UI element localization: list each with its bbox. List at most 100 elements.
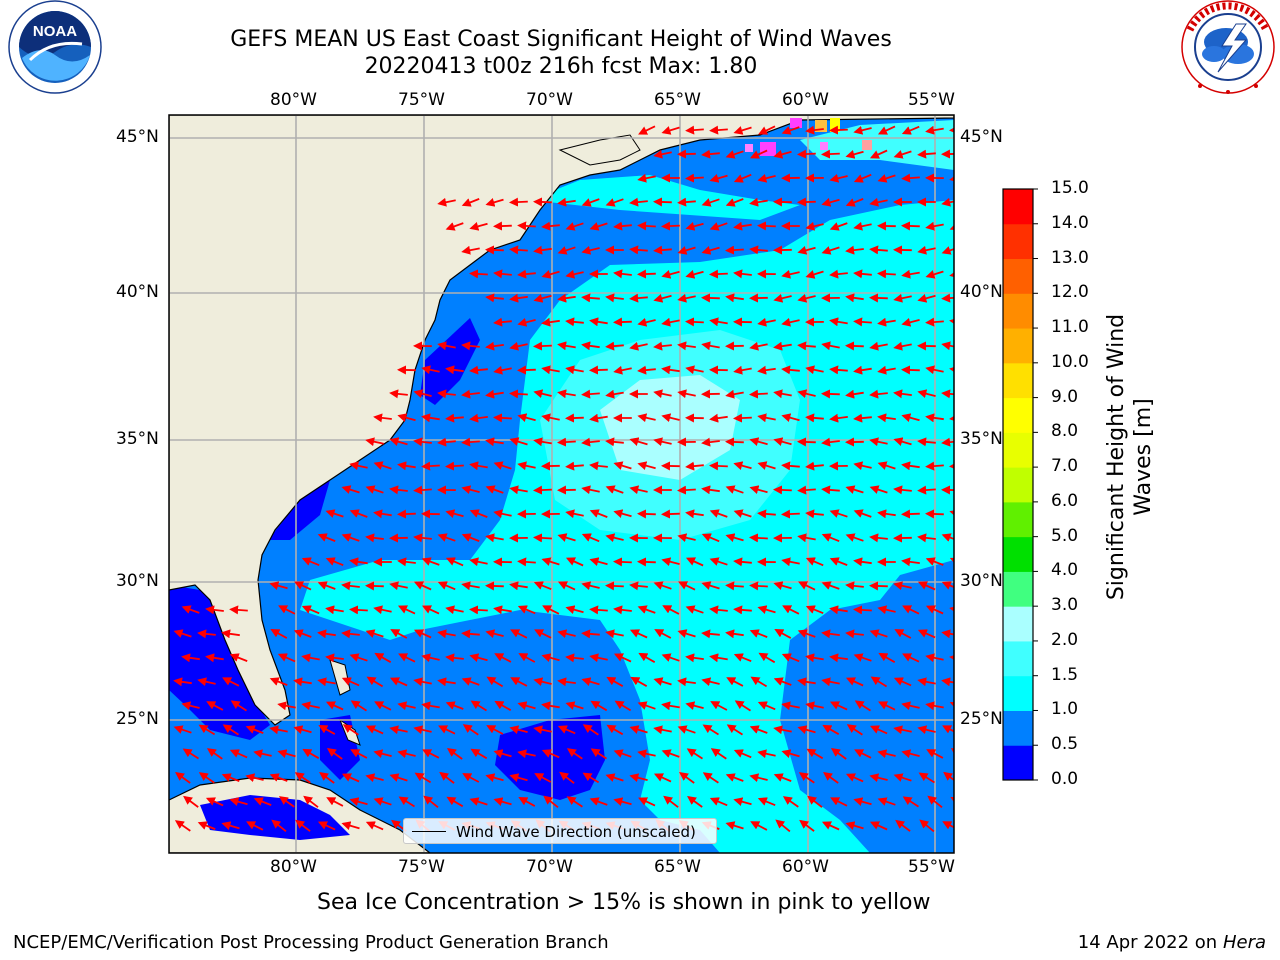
wave-direction-arrow bbox=[533, 533, 552, 543]
wave-direction-arrow bbox=[533, 389, 552, 399]
colorbar-tick-label: 10.0 bbox=[1051, 351, 1089, 372]
wave-direction-arrow bbox=[349, 461, 368, 471]
wave-direction-arrow bbox=[709, 557, 728, 566]
wave-direction-arrow bbox=[917, 293, 936, 303]
wave-direction-arrow bbox=[749, 773, 768, 783]
wave-direction-arrow bbox=[821, 581, 840, 590]
colorbar-tick-label: 12.0 bbox=[1051, 282, 1089, 303]
wave-direction-arrow bbox=[629, 581, 648, 591]
wave-direction-arrow bbox=[486, 725, 504, 735]
wave-direction-arrow bbox=[421, 605, 440, 615]
wave-direction-arrow bbox=[917, 389, 936, 399]
wave-direction-arrow bbox=[685, 509, 704, 519]
wave-direction-arrow bbox=[805, 270, 824, 279]
wave-direction-arrow bbox=[277, 653, 296, 663]
wave-direction-arrow bbox=[461, 533, 480, 542]
wave-direction-arrow bbox=[757, 749, 776, 759]
wave-direction-arrow bbox=[374, 701, 392, 711]
wave-direction-arrow bbox=[317, 677, 336, 687]
wave-direction-arrow bbox=[757, 173, 776, 183]
wave-direction-arrow bbox=[613, 509, 632, 518]
wave-direction-arrow bbox=[494, 653, 512, 663]
wave-direction-arrow bbox=[229, 797, 248, 807]
lon-tick-bottom-60w: 60°W bbox=[782, 857, 829, 877]
wave-direction-arrow bbox=[757, 365, 776, 375]
wave-direction-arrow bbox=[509, 197, 528, 207]
wave-direction-arrow bbox=[469, 461, 488, 471]
wave-direction-arrow bbox=[461, 389, 480, 399]
wave-direction-arrow bbox=[533, 294, 552, 303]
wave-direction-arrow bbox=[773, 485, 792, 495]
wave-direction-arrow bbox=[829, 222, 848, 231]
wave-direction-arrow bbox=[221, 773, 240, 782]
wave-direction-arrow bbox=[469, 365, 488, 375]
wave-direction-arrow bbox=[869, 437, 888, 447]
wave-direction-arrow bbox=[925, 125, 944, 135]
wave-direction-arrow bbox=[749, 533, 768, 543]
wave-direction-arrow bbox=[293, 725, 312, 734]
wave-direction-arrow bbox=[517, 413, 536, 423]
wave-direction-arrow bbox=[397, 605, 416, 615]
wave-direction-arrow bbox=[701, 341, 720, 351]
wave-direction-arrow bbox=[183, 795, 199, 808]
wave-direction-arrow bbox=[701, 149, 720, 159]
wave-direction-arrow bbox=[365, 773, 384, 783]
wave-direction-arrow bbox=[389, 725, 408, 735]
wave-direction-arrow bbox=[533, 437, 552, 447]
wave-direction-arrow bbox=[654, 629, 672, 639]
wave-direction-arrow bbox=[253, 749, 272, 759]
wave-direction-arrow bbox=[901, 461, 920, 471]
wave-direction-arrow bbox=[629, 485, 648, 495]
colorbar-tick-label: 0.5 bbox=[1051, 734, 1079, 755]
wave-direction-arrow bbox=[773, 389, 792, 399]
wave-direction-arrow bbox=[845, 198, 864, 207]
wave-direction-arrow bbox=[941, 341, 954, 351]
wave-direction-arrow bbox=[565, 653, 584, 663]
wave-direction-arrow bbox=[341, 677, 360, 687]
wave-direction-arrow bbox=[917, 149, 936, 159]
wave-direction-arrow bbox=[413, 629, 432, 639]
wave-direction-arrow bbox=[605, 485, 624, 494]
wave-direction-arrow bbox=[326, 797, 344, 807]
wave-direction-arrow bbox=[653, 437, 672, 447]
wave-direction-arrow bbox=[566, 796, 583, 808]
wave-direction-arrow bbox=[557, 197, 576, 207]
wave-direction-arrow bbox=[869, 197, 888, 207]
wave-direction-arrow bbox=[853, 365, 872, 375]
colorbar-bin bbox=[1003, 189, 1033, 225]
wave-direction-arrow bbox=[581, 341, 600, 351]
wave-direction-arrow bbox=[509, 341, 528, 351]
wave-direction-arrow bbox=[734, 700, 751, 712]
wave-direction-arrow bbox=[869, 725, 888, 735]
wave-direction-arrow bbox=[517, 557, 536, 567]
wave-direction-arrow bbox=[589, 461, 608, 471]
wave-direction-arrow bbox=[605, 293, 624, 303]
wave-direction-arrow bbox=[533, 485, 552, 495]
wave-direction-arrow bbox=[469, 222, 488, 231]
wave-direction-arrow bbox=[350, 700, 367, 712]
wave-direction-arrow bbox=[637, 317, 656, 327]
wave-direction-arrow bbox=[830, 747, 847, 760]
lat-tick-left-30n: 30°N bbox=[116, 571, 159, 591]
wave-direction-arrow bbox=[397, 701, 416, 711]
wave-direction-arrow bbox=[797, 293, 816, 303]
wave-direction-arrow bbox=[493, 749, 512, 758]
lon-tick-top-70w: 70°W bbox=[526, 90, 573, 110]
map-legend: Wind Wave Direction (unscaled) bbox=[403, 818, 717, 844]
wave-direction-arrow bbox=[445, 461, 464, 471]
wave-direction-arrow bbox=[733, 749, 752, 759]
wave-direction-arrow bbox=[925, 509, 944, 519]
nws-logo bbox=[1181, 0, 1275, 94]
wave-direction-arrow bbox=[349, 605, 368, 615]
wave-direction-arrow bbox=[541, 270, 560, 279]
wave-direction-arrow bbox=[470, 748, 488, 760]
wave-direction-arrow bbox=[533, 725, 552, 735]
wave-direction-arrow bbox=[805, 701, 824, 711]
wave-direction-arrow bbox=[822, 724, 840, 735]
wave-direction-arrow bbox=[341, 629, 360, 639]
wave-direction-arrow bbox=[701, 629, 720, 639]
wave-direction-arrow bbox=[398, 796, 415, 808]
wave-direction-arrow bbox=[605, 341, 624, 351]
wave-direction-arrow bbox=[589, 797, 608, 806]
